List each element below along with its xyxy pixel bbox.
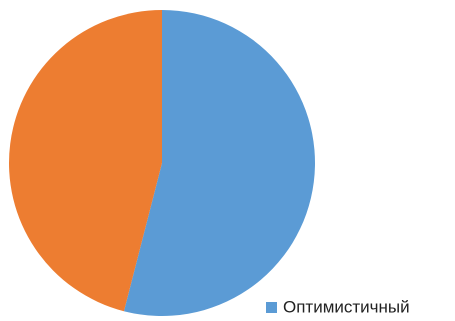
legend-swatch <box>266 302 277 313</box>
pie-slice <box>123 10 315 317</box>
legend-label: Оптимистичный <box>283 297 410 316</box>
pie-slice <box>8 10 162 312</box>
